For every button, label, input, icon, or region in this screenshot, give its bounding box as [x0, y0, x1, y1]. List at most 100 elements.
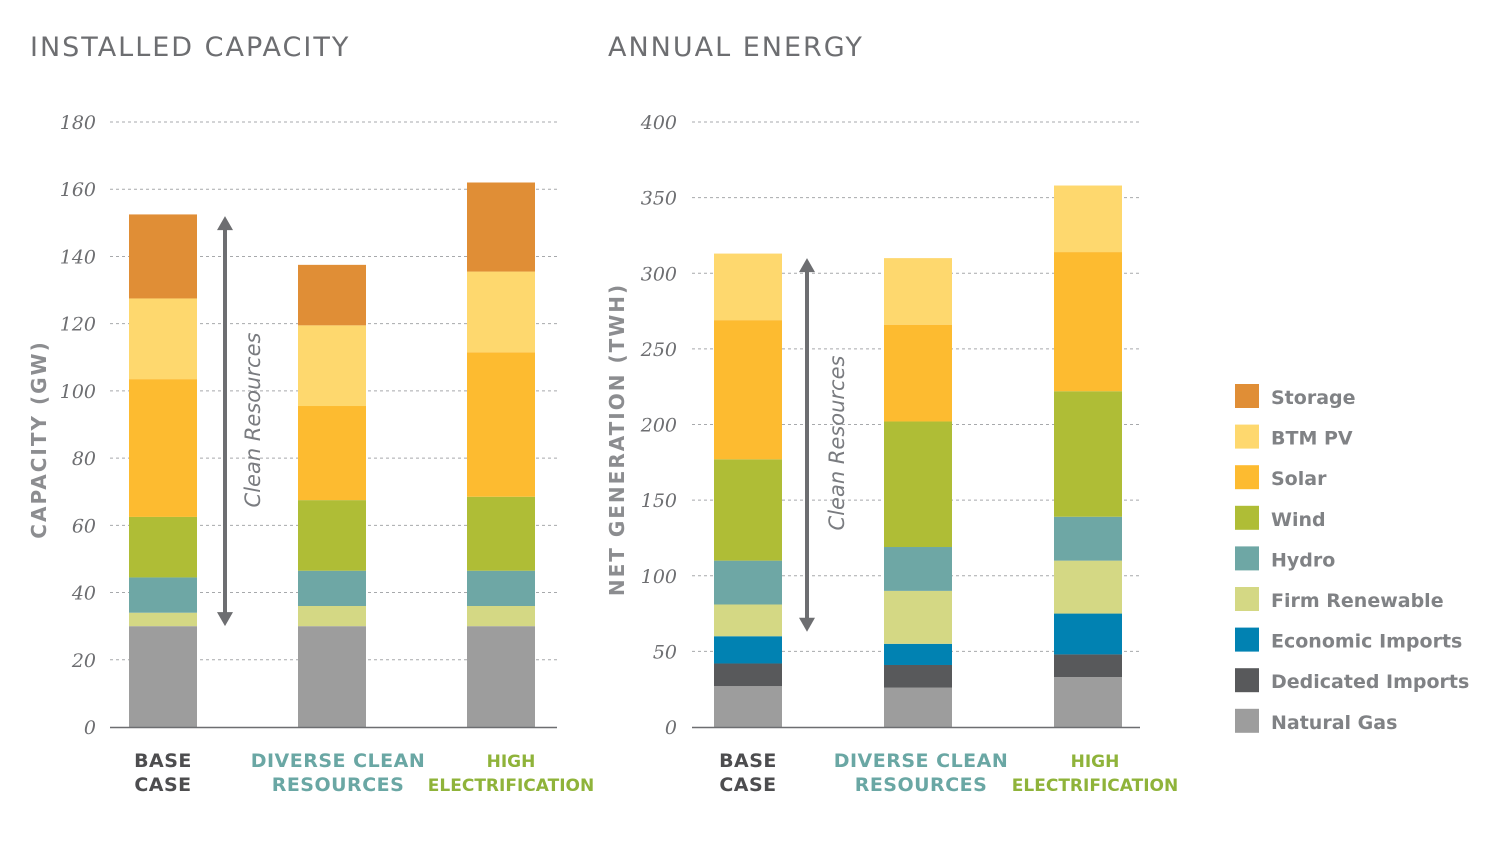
bar-stack-2	[884, 258, 952, 727]
bar-segment-economic-imports	[1054, 613, 1122, 655]
bar-segment-hydro	[129, 577, 197, 613]
category-label-line: DIVERSE CLEAN	[834, 750, 1009, 772]
bar-segment-solar	[884, 324, 952, 422]
category-label: BASE CASE	[719, 750, 777, 796]
y-axis-label: NET GENERATION (TWH)	[605, 283, 629, 596]
bar-segment-dedicated-imports	[1054, 654, 1122, 678]
bar-segment-solar	[298, 406, 366, 501]
bar-segment-natural-gas	[1054, 677, 1122, 727]
bar-segment-natural-gas	[298, 626, 366, 727]
clean-resources-annotation: Clean Resources	[241, 332, 265, 507]
bar-segment-btm-pv	[714, 253, 782, 321]
y-tick-label: 160	[60, 179, 96, 201]
y-tick-label: 350	[641, 188, 677, 210]
bar-stack-2	[298, 264, 366, 727]
legend-item: Solar	[1235, 465, 1327, 490]
bar-segment-wind	[1054, 391, 1122, 517]
bar-segment-hydro	[714, 560, 782, 605]
y-tick-label: 50	[653, 641, 677, 663]
bar-segment-hydro	[884, 547, 952, 591]
legend-swatch	[1235, 505, 1259, 530]
clean-resources-annotation: Clean Resources	[825, 355, 849, 530]
bar-segment-solar	[467, 352, 535, 497]
bar-stack-3	[1054, 185, 1122, 727]
legend-label: Hydro	[1271, 549, 1335, 571]
legend-item: Dedicated Imports	[1235, 668, 1469, 693]
y-tick-label: 100	[641, 566, 677, 588]
bar-segment-solar	[1054, 252, 1122, 392]
bar-segment-hydro	[1054, 516, 1122, 561]
bar-segment-firm-renewable	[1054, 560, 1122, 614]
bar-segment-btm-pv	[467, 271, 535, 353]
category-label-line: RESOURCES	[272, 774, 405, 796]
category-label-line: BASE	[134, 750, 192, 772]
arrow-head-down	[799, 617, 815, 632]
category-label: DIVERSE CLEAN RESOURCES	[251, 750, 426, 796]
y-tick-label: 20	[71, 650, 96, 672]
bar-segment-firm-renewable	[884, 590, 952, 644]
legend-label: Firm Renewable	[1271, 590, 1444, 612]
arrow-head-up	[799, 258, 815, 273]
y-tick-label: 0	[665, 717, 677, 739]
chart-title: ANNUAL ENERGY	[608, 32, 864, 63]
y-tick-label: 40	[71, 583, 96, 605]
category-label-line: ELECTRIFICATION	[428, 776, 594, 796]
chart-panel-1: INSTALLED CAPACITY 0 20 40 60 80 100 120 140 160 1…	[27, 32, 594, 796]
bar-segment-natural-gas	[714, 686, 782, 727]
y-tick-label: 120	[60, 314, 96, 336]
bar-segment-firm-renewable	[298, 606, 366, 627]
bar-stack-1	[714, 253, 782, 727]
legend-swatch	[1235, 546, 1259, 571]
y-tick-label: 80	[72, 448, 96, 470]
bar-segment-btm-pv	[884, 258, 952, 325]
bar-segment-storage	[298, 264, 366, 326]
y-tick-label: 150	[641, 490, 677, 512]
bar-segment-btm-pv	[129, 298, 197, 380]
legend-swatch	[1235, 708, 1259, 733]
bar-segment-firm-renewable	[467, 606, 535, 627]
legend-item: Firm Renewable	[1235, 587, 1444, 612]
bar-segment-wind	[714, 459, 782, 561]
bar-segment-economic-imports	[884, 643, 952, 665]
bar-stack-1	[129, 214, 197, 727]
category-label: DIVERSE CLEAN RESOURCES	[834, 750, 1009, 796]
legend-label: Natural Gas	[1271, 712, 1397, 734]
legend: Storage BTM PV Solar Wind Hydro Firm Renewabl…	[1235, 384, 1469, 734]
category-label-line: HIGH	[487, 752, 536, 772]
legend-label: Economic Imports	[1271, 631, 1462, 653]
bar-segment-solar	[714, 320, 782, 460]
bar-segment-hydro	[298, 570, 366, 606]
bar-segment-btm-pv	[298, 325, 366, 407]
y-axis-label: CAPACITY (GW)	[27, 340, 51, 538]
legend-label: BTM PV	[1271, 428, 1353, 450]
y-tick-label: 200	[640, 415, 677, 437]
category-label-line: ELECTRIFICATION	[1012, 776, 1178, 796]
bar-segment-economic-imports	[714, 636, 782, 664]
chart-panel-2: ANNUAL ENERGY 0 50 100 150 200 250 300 350 400 NET…	[605, 32, 1178, 796]
category-label-line: DIVERSE CLEAN	[251, 750, 426, 772]
category-label-line: BASE	[719, 750, 777, 772]
bar-segment-firm-renewable	[129, 612, 197, 627]
bar-segment-solar	[129, 379, 197, 517]
clean-resources-arrow	[217, 216, 233, 627]
arrow-head-up	[217, 216, 233, 231]
bar-segment-natural-gas	[467, 626, 535, 727]
category-label: HIGH ELECTRIFICATION	[1012, 752, 1178, 796]
legend-item: Economic Imports	[1235, 627, 1462, 653]
y-tick-label: 300	[641, 263, 677, 285]
bar-segment-dedicated-imports	[714, 663, 782, 687]
y-tick-label: 100	[60, 381, 96, 403]
legend-swatch	[1235, 587, 1259, 611]
legend-swatch	[1235, 627, 1259, 652]
bar-segment-natural-gas	[129, 626, 197, 727]
category-label-line: RESOURCES	[855, 774, 988, 796]
bar-segment-storage	[467, 182, 535, 272]
y-tick-label: 400	[640, 112, 677, 134]
legend-swatch	[1235, 424, 1259, 449]
arrow-head-down	[217, 612, 233, 627]
y-tick-label: 180	[60, 112, 96, 134]
bar-segment-firm-renewable	[714, 604, 782, 637]
bar-stack-3	[467, 182, 535, 727]
clean-resources-arrow	[799, 258, 815, 632]
legend-item: BTM PV	[1235, 424, 1353, 450]
